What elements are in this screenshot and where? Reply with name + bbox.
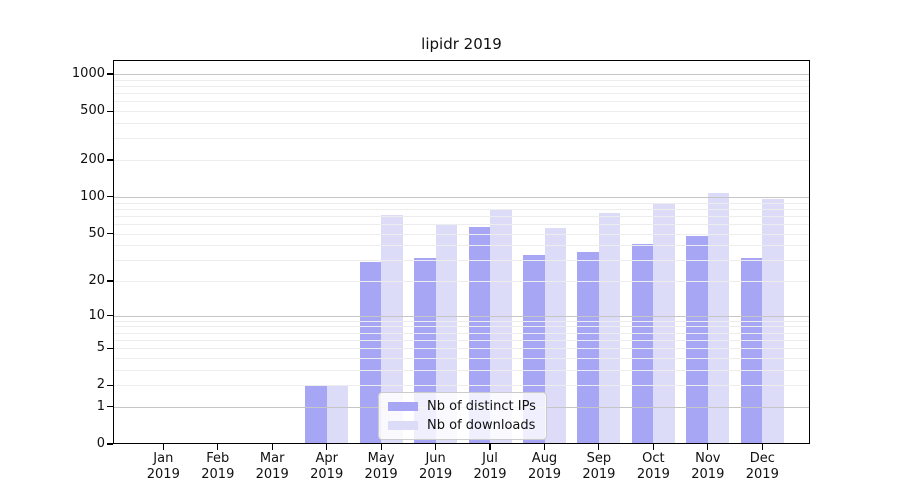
x-tick-label-jun: Jun 2019 [419, 451, 453, 482]
x-tick-mark-oct [652, 444, 654, 450]
y-tick-label-200: 200 [80, 152, 105, 167]
y-tick-label-1000: 1000 [71, 66, 105, 81]
bar-downloads-sep [598, 212, 621, 444]
legend-entry-distinct-ips: Nb of distinct IPs [388, 399, 536, 414]
bar-downloads-apr [326, 385, 349, 444]
x-tick-mark-jan [162, 444, 164, 450]
legend-label-downloads: Nb of downloads [427, 418, 536, 433]
bar-downloads-dec [762, 199, 784, 444]
y-tick-mark-1000 [106, 73, 113, 75]
x-tick-label-aug: Aug 2019 [527, 451, 562, 482]
x-tick-mark-jul [489, 444, 491, 450]
y-tick-mark-100 [106, 196, 113, 198]
x-tick-label-may: May 2019 [364, 451, 398, 482]
bar-downloads-nov [707, 193, 730, 444]
x-tick-label-feb: Feb 2019 [201, 451, 235, 482]
legend-swatch-distinct-ips [388, 402, 418, 411]
x-tick-mark-nov [707, 444, 709, 450]
y-tick-label-100: 100 [80, 188, 105, 204]
y-tick-label-1: 1 [96, 398, 105, 414]
bar-downloads-oct [653, 202, 675, 444]
y-tick-mark-10 [106, 315, 113, 317]
y-tick-mark-5 [106, 347, 113, 349]
y-tick-label-5: 5 [96, 340, 105, 356]
bar-distinct-ips-apr [305, 385, 327, 444]
bar-distinct-ips-dec [740, 258, 763, 444]
x-tick-label-jan: Jan 2019 [146, 451, 180, 482]
bar-downloads-aug [544, 228, 566, 444]
x-tick-mark-feb [217, 444, 219, 450]
y-tick-mark-0 [106, 443, 113, 445]
bar-distinct-ips-nov [686, 235, 708, 444]
bars-layer [113, 60, 810, 444]
x-tick-mark-mar [271, 444, 273, 450]
y-tick-label-20: 20 [88, 273, 105, 288]
bar-distinct-ips-may [359, 261, 382, 444]
y-tick-mark-50 [106, 232, 113, 235]
legend-label-distinct-ips: Nb of distinct IPs [427, 399, 536, 414]
bar-distinct-ips-jul [468, 226, 490, 444]
x-tick-mark-may [380, 444, 382, 450]
y-tick-label-500: 500 [80, 103, 105, 119]
chart-title: lipidr 2019 [421, 35, 502, 53]
y-tick-mark-1 [106, 406, 113, 408]
x-tick-mark-jun [434, 444, 437, 450]
legend: Nb of distinct IPs Nb of downloads [378, 392, 547, 440]
y-tick-mark-500 [106, 110, 113, 112]
y-tick-mark-200 [106, 159, 113, 161]
plot-area [113, 60, 810, 444]
y-tick-mark-2 [106, 384, 113, 386]
x-tick-label-mar: Mar 2019 [255, 451, 289, 482]
x-tick-label-apr: Apr 2019 [310, 451, 344, 482]
y-tick-label-10: 10 [88, 307, 105, 323]
x-tick-mark-dec [761, 444, 763, 450]
x-tick-label-jul: Jul 2019 [473, 451, 507, 482]
bar-distinct-ips-oct [631, 243, 654, 444]
y-tick-label-2: 2 [96, 377, 105, 393]
y-tick-label-0: 0 [96, 436, 105, 451]
bar-downloads-may [381, 215, 403, 444]
legend-swatch-downloads [388, 421, 418, 430]
x-tick-label-nov: Nov 2019 [691, 451, 725, 482]
x-tick-label-oct: Oct 2019 [636, 451, 670, 482]
bar-downloads-jun [435, 224, 458, 444]
bar-distinct-ips-sep [577, 252, 599, 444]
legend-entry-downloads: Nb of downloads [388, 418, 536, 433]
x-tick-mark-aug [543, 444, 546, 450]
y-tick-mark-20 [106, 280, 113, 282]
x-tick-mark-sep [598, 444, 600, 450]
x-tick-label-sep: Sep 2019 [582, 451, 616, 482]
y-tick-label-50: 50 [88, 225, 105, 241]
x-tick-label-dec: Dec 2019 [745, 451, 779, 482]
x-tick-mark-apr [326, 444, 328, 450]
